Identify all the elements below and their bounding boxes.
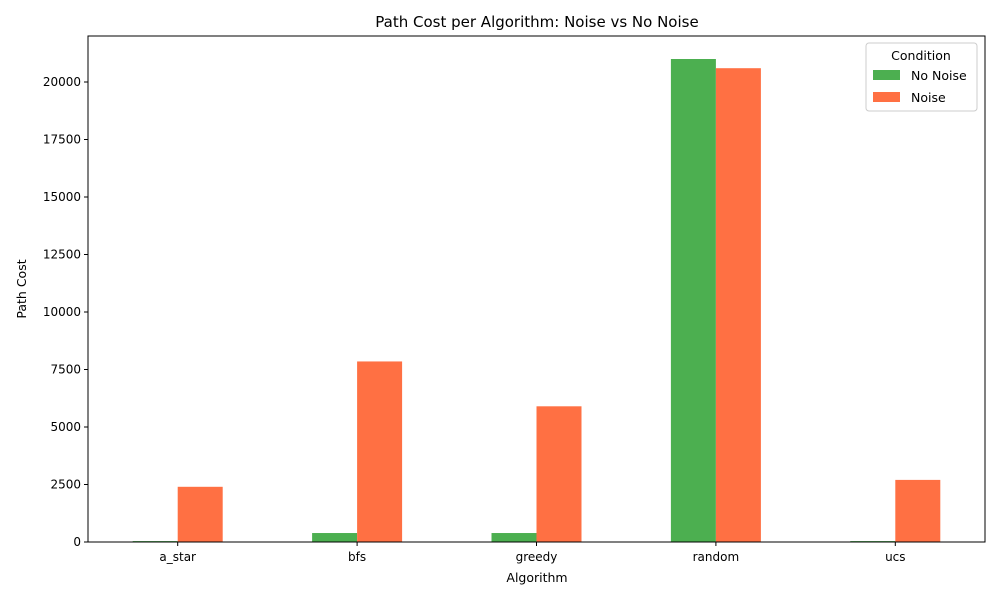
x-tick-label: greedy xyxy=(516,550,558,564)
bar-random-no-noise xyxy=(670,59,716,542)
y-tick-label: 17500 xyxy=(43,133,81,147)
legend-items: No Noise Noise xyxy=(873,68,967,105)
x-tick-label: a_star xyxy=(159,550,196,564)
y-tick-label: 20000 xyxy=(43,75,81,89)
chart-title: Path Cost per Algorithm: Noise vs No Noi… xyxy=(375,13,698,31)
legend: Condition No Noise Noise xyxy=(865,42,978,112)
legend-title: Condition xyxy=(891,48,951,63)
bar-greedy-noise xyxy=(536,406,582,542)
bar-a_star-noise xyxy=(177,486,223,542)
y-tick-label: 5000 xyxy=(50,420,81,434)
y-tick-label: 15000 xyxy=(43,190,81,204)
x-tick-label: random xyxy=(693,550,740,564)
legend-label-noise: Noise xyxy=(911,90,946,105)
x-tick-label: ucs xyxy=(885,550,905,564)
bar-greedy-no-noise xyxy=(491,533,537,542)
y-tick-label: 0 xyxy=(73,535,81,549)
bar-ucs-noise xyxy=(895,479,941,542)
bar-bfs-no-noise xyxy=(312,533,358,542)
plot-frame xyxy=(87,35,986,543)
y-tick-label: 2500 xyxy=(50,478,81,492)
legend-swatch-no-noise xyxy=(873,70,900,80)
bars-group xyxy=(132,59,941,542)
bar-random-noise xyxy=(715,68,761,542)
legend-label-no-noise: No Noise xyxy=(911,68,967,83)
x-axis-ticks: a_star bfs greedy random ucs xyxy=(159,542,906,564)
y-tick-label: 10000 xyxy=(43,305,81,319)
y-tick-label: 12500 xyxy=(43,248,81,262)
x-tick-label: bfs xyxy=(348,550,366,564)
y-axis-ticks: 0 2500 5000 7500 10000 12500 15000 17500 20000 xyxy=(43,75,88,549)
legend-swatch-noise xyxy=(873,92,900,102)
bar-bfs-noise xyxy=(357,361,403,542)
x-axis-label: Algorithm xyxy=(506,570,567,585)
y-tick-label: 7500 xyxy=(50,363,81,377)
y-axis-label: Path Cost xyxy=(14,259,29,318)
